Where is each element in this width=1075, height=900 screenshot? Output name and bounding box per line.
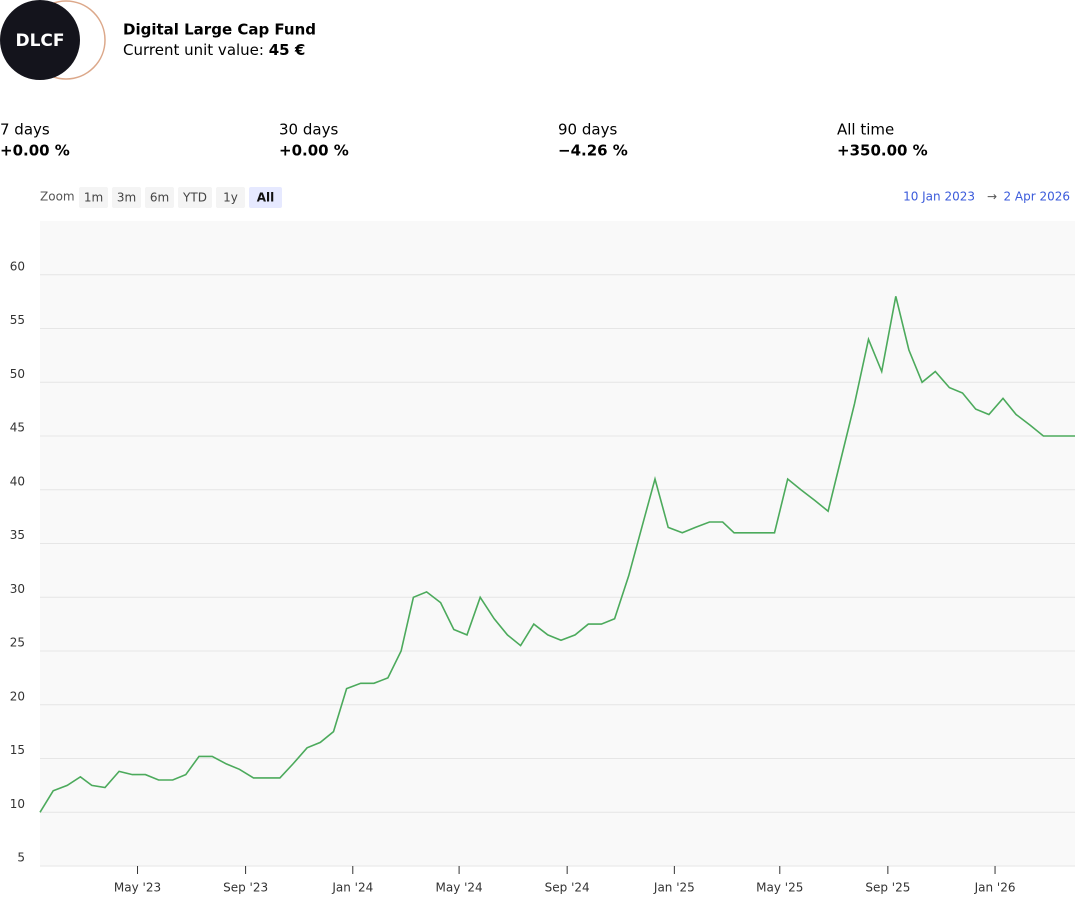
stat-value: −4.26 % <box>558 142 628 160</box>
fund-title: Digital Large Cap Fund <box>123 21 316 39</box>
stat-value: +0.00 % <box>279 142 349 160</box>
stat-label: All time <box>837 121 894 139</box>
zoom-button-label[interactable]: 3m <box>117 191 136 205</box>
stat-label: 30 days <box>279 121 338 139</box>
zoom-label: Zoom <box>40 190 75 204</box>
unit-amount: 45 € <box>269 41 306 59</box>
zoom-button-label[interactable]: 1y <box>223 191 238 205</box>
y-tick-label: 55 <box>10 313 25 327</box>
range-start: 10 Jan 2023 <box>903 190 975 204</box>
zoom-button[interactable] <box>216 187 245 208</box>
zoom-button[interactable] <box>249 187 282 208</box>
x-tick-label: May '23 <box>114 881 161 895</box>
x-tick-label: Jan '24 <box>331 881 373 895</box>
zoom-button[interactable] <box>79 187 108 208</box>
stat-value: +350.00 % <box>837 142 928 160</box>
zoom-button-label[interactable]: All <box>257 191 275 205</box>
zoom-button[interactable] <box>112 187 141 208</box>
x-tick-label: Jan '25 <box>653 881 695 895</box>
zoom-button-label[interactable]: 6m <box>150 191 169 205</box>
y-tick-label: 50 <box>10 367 25 381</box>
x-tick-label: May '24 <box>435 881 482 895</box>
range-end: 2 Apr 2026 <box>1003 190 1070 204</box>
y-tick-label: 10 <box>10 797 25 811</box>
zoom-button-label[interactable]: YTD <box>182 191 207 205</box>
x-tick-label: Sep '24 <box>545 881 590 895</box>
y-tick-label: 45 <box>10 421 25 435</box>
x-tick-label: May '25 <box>756 881 803 895</box>
range-arrow: → <box>987 190 997 204</box>
logo <box>0 0 80 80</box>
y-tick-label: 35 <box>10 528 25 542</box>
stat-label: 90 days <box>558 121 617 139</box>
y-tick-label: 15 <box>10 743 25 757</box>
y-tick-label: 20 <box>10 689 25 703</box>
y-tick-label: 60 <box>10 259 25 273</box>
y-tick-label: 25 <box>10 636 25 650</box>
y-tick-label: 5 <box>17 851 25 865</box>
y-tick-label: 40 <box>10 474 25 488</box>
unit-label: Current unit value: <box>123 41 264 59</box>
unit-value: Current unit value: 45 € <box>123 41 305 59</box>
x-tick-label: Sep '23 <box>223 881 268 895</box>
zoom-button[interactable] <box>145 187 174 208</box>
logo-text: DLCF <box>15 31 64 51</box>
stat-value: +0.00 % <box>0 142 70 160</box>
zoom-button-label[interactable]: 1m <box>84 191 103 205</box>
stat-label: 7 days <box>0 121 50 139</box>
y-tick-label: 30 <box>10 582 25 596</box>
zoom-button[interactable] <box>178 187 212 208</box>
x-tick-label: Sep '25 <box>865 881 910 895</box>
x-tick-label: Jan '26 <box>974 881 1016 895</box>
price-line <box>39 296 1075 813</box>
